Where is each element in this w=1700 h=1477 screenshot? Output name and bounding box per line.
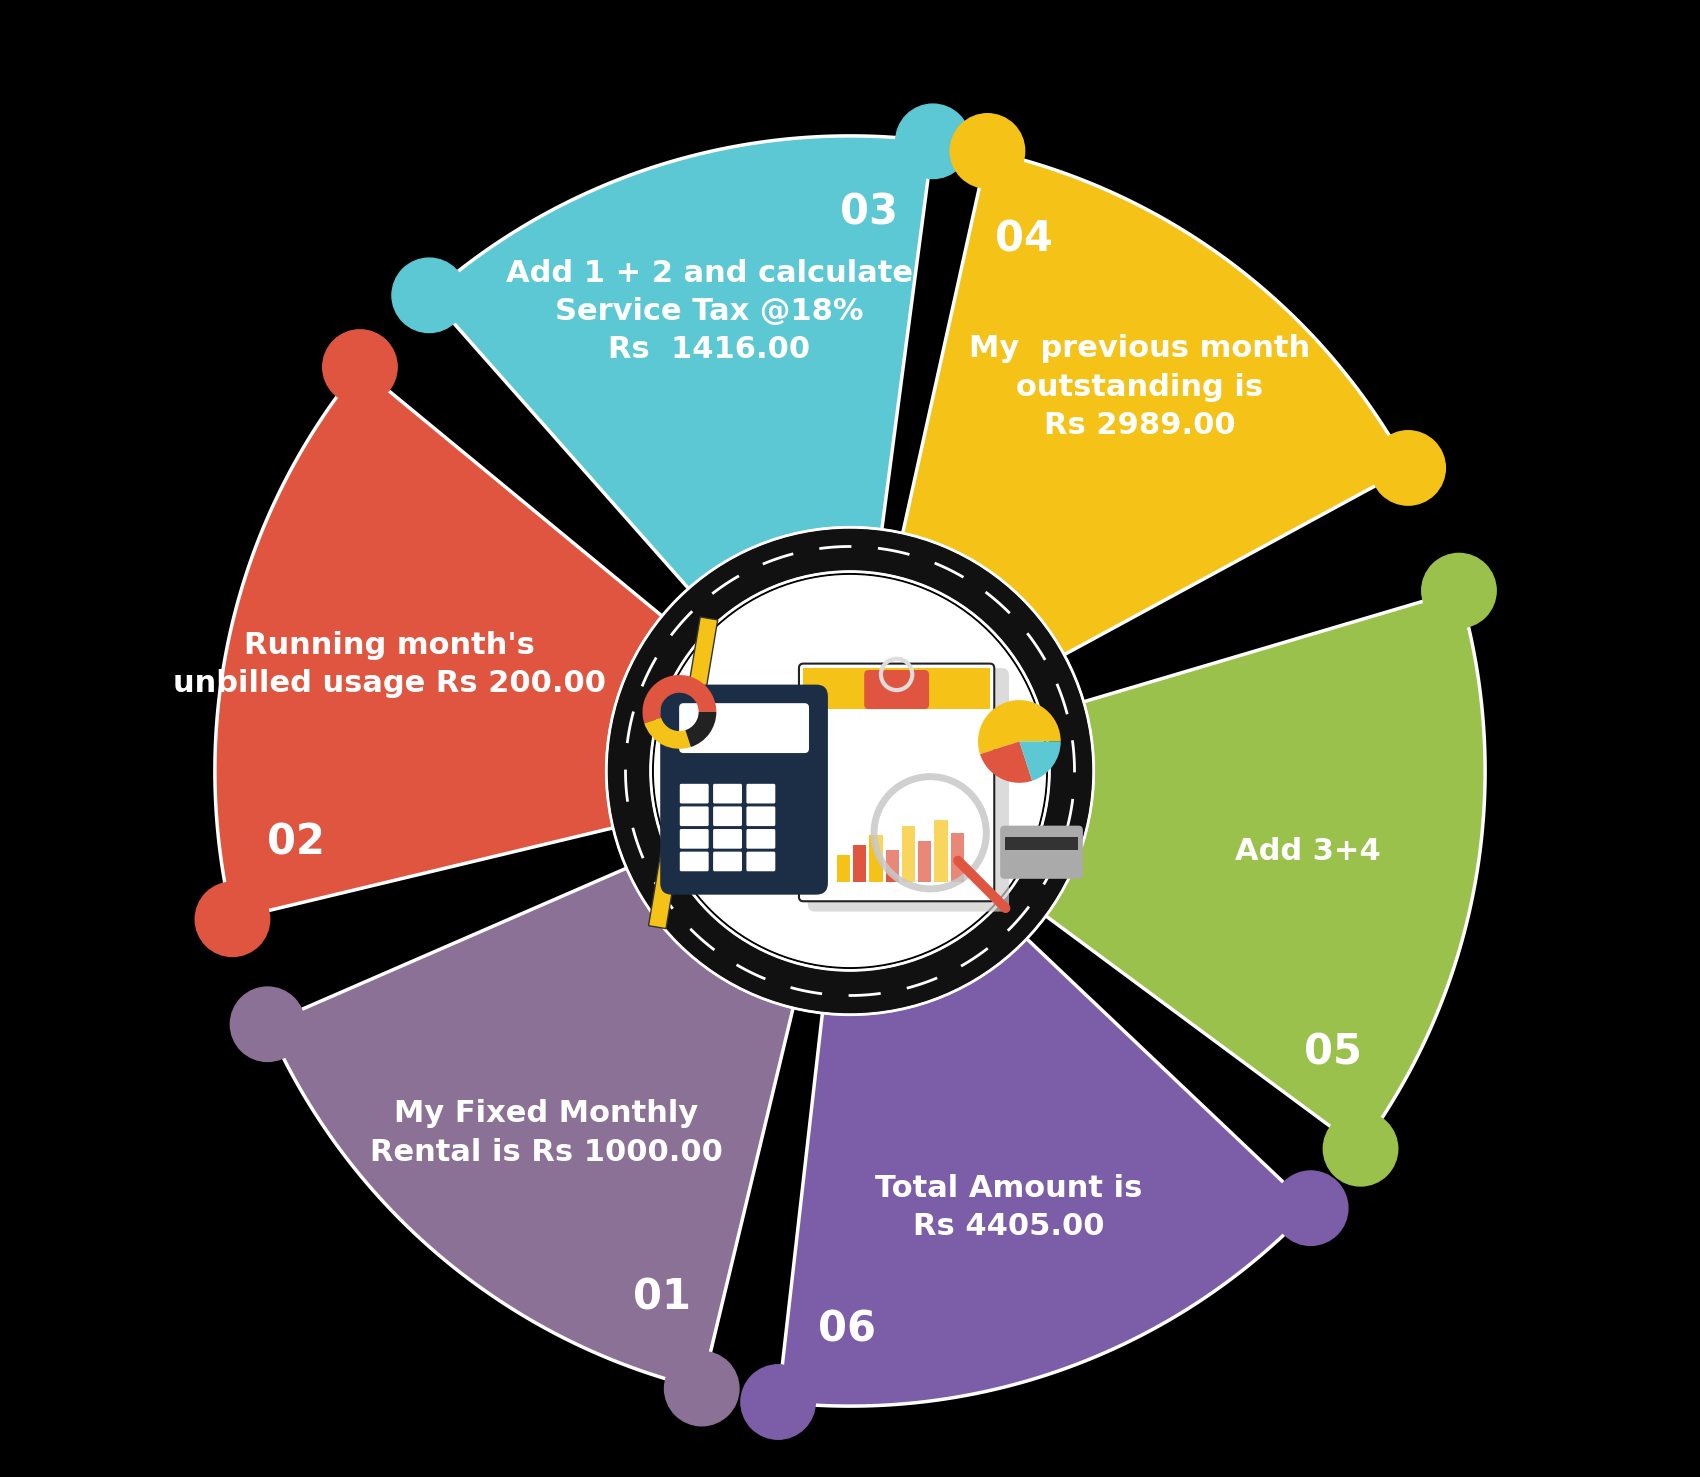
Polygon shape: [648, 617, 717, 929]
FancyBboxPatch shape: [712, 852, 741, 871]
Bar: [836, 855, 850, 882]
FancyBboxPatch shape: [678, 703, 809, 753]
Bar: [853, 845, 867, 882]
Text: My  previous month
outstanding is
Rs 2989.00: My previous month outstanding is Rs 2989…: [969, 334, 1311, 440]
Bar: [950, 833, 964, 882]
Wedge shape: [644, 718, 690, 749]
Text: 05: 05: [1304, 1032, 1362, 1074]
Bar: [935, 820, 947, 882]
Wedge shape: [685, 712, 716, 747]
Polygon shape: [1034, 591, 1486, 1149]
FancyBboxPatch shape: [680, 829, 709, 849]
Polygon shape: [267, 863, 797, 1388]
FancyBboxPatch shape: [660, 685, 828, 895]
Polygon shape: [899, 151, 1408, 662]
Text: Total Amount is
Rs 4405.00: Total Amount is Rs 4405.00: [876, 1174, 1142, 1241]
Text: 02: 02: [267, 821, 325, 863]
Circle shape: [1323, 1112, 1397, 1186]
FancyBboxPatch shape: [799, 663, 994, 901]
Bar: [903, 826, 915, 882]
FancyBboxPatch shape: [746, 784, 775, 803]
FancyBboxPatch shape: [746, 829, 775, 849]
Circle shape: [654, 576, 1046, 966]
Text: 06: 06: [818, 1309, 876, 1351]
Wedge shape: [643, 675, 716, 724]
FancyBboxPatch shape: [680, 852, 709, 871]
Text: Add 1 + 2 and calculate
Service Tax @18%
Rs  1416.00: Add 1 + 2 and calculate Service Tax @18%…: [507, 258, 913, 363]
Circle shape: [741, 1365, 816, 1439]
Circle shape: [874, 777, 986, 889]
Circle shape: [1370, 431, 1445, 505]
FancyBboxPatch shape: [712, 829, 741, 849]
FancyBboxPatch shape: [680, 784, 709, 803]
FancyBboxPatch shape: [712, 784, 741, 803]
Circle shape: [896, 103, 971, 179]
Wedge shape: [977, 700, 1061, 755]
Text: My Fixed Monthly
Rental is Rs 1000.00: My Fixed Monthly Rental is Rs 1000.00: [371, 1099, 722, 1167]
Text: Add 3+4: Add 3+4: [1234, 837, 1380, 866]
Text: Running month's
unbilled usage Rs 200.00: Running month's unbilled usage Rs 200.00: [173, 631, 605, 699]
Wedge shape: [979, 741, 1032, 783]
Bar: [886, 849, 899, 882]
FancyBboxPatch shape: [746, 852, 775, 871]
Circle shape: [665, 1351, 740, 1425]
Circle shape: [1421, 554, 1496, 628]
Wedge shape: [1020, 741, 1061, 781]
FancyBboxPatch shape: [746, 806, 775, 826]
Circle shape: [230, 987, 304, 1062]
FancyBboxPatch shape: [1005, 836, 1078, 851]
Text: 03: 03: [840, 192, 898, 233]
Circle shape: [323, 329, 398, 405]
Polygon shape: [428, 136, 933, 600]
FancyBboxPatch shape: [712, 806, 741, 826]
Bar: [869, 835, 882, 882]
Circle shape: [393, 258, 466, 332]
FancyBboxPatch shape: [1000, 826, 1083, 879]
Circle shape: [1273, 1171, 1348, 1245]
FancyBboxPatch shape: [808, 668, 1010, 911]
FancyBboxPatch shape: [804, 668, 989, 709]
FancyBboxPatch shape: [680, 806, 709, 826]
Bar: [918, 840, 932, 882]
Text: 04: 04: [994, 219, 1052, 261]
Circle shape: [950, 114, 1025, 188]
FancyBboxPatch shape: [864, 671, 928, 709]
Circle shape: [196, 882, 270, 957]
Polygon shape: [779, 929, 1311, 1406]
Wedge shape: [607, 527, 1093, 1015]
Polygon shape: [214, 366, 673, 919]
Text: 01: 01: [632, 1276, 690, 1317]
